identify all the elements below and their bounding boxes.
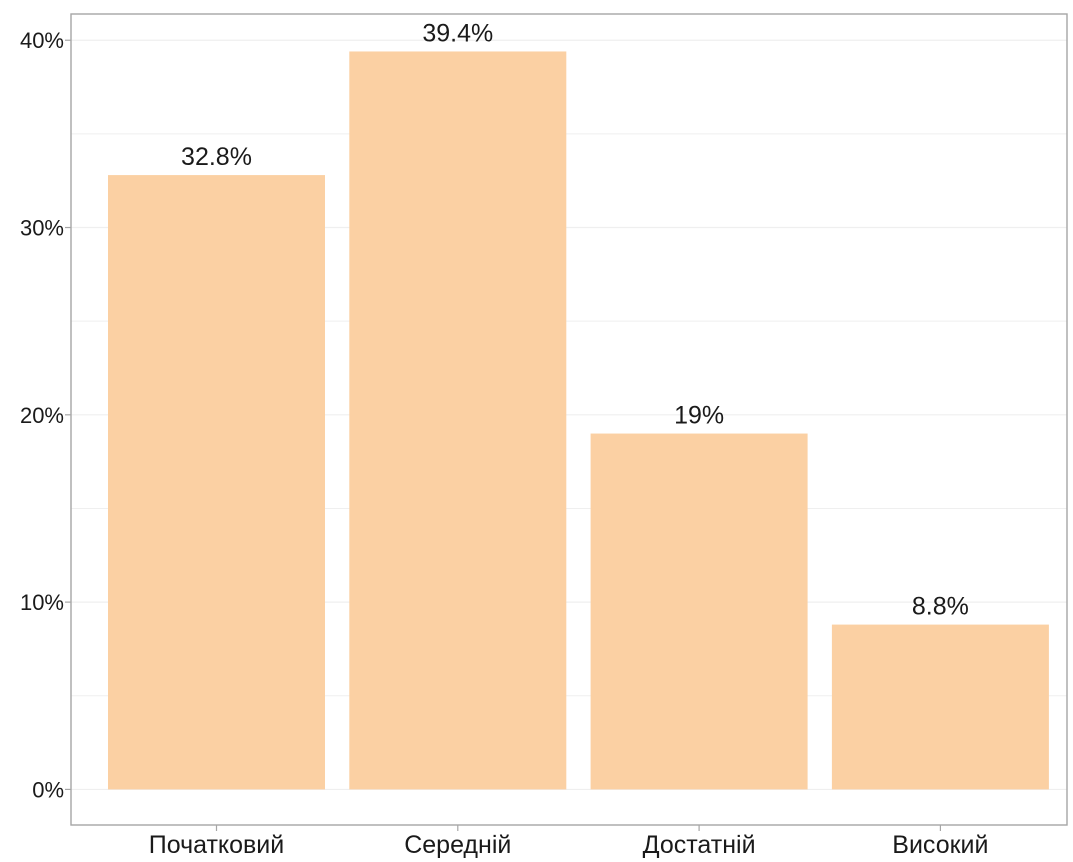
plot-frame [70,13,1068,826]
y-tick-label: 20% [20,403,64,428]
y-tick-label: 0% [32,777,64,802]
data-label: 32.8% [181,143,252,171]
x-axis: Початковий Середній Достатній Високий [149,825,989,859]
x-tick-label: Середній [404,831,511,859]
data-label: 19% [674,402,724,430]
y-tick-label: 10% [20,590,64,615]
x-tick-label: Достатній [643,831,756,859]
data-label: 8.8% [912,593,969,621]
data-labels: 32.8% 39.4% 19% 8.8% [181,19,969,620]
x-tick-label: Високий [892,831,988,859]
y-tick-label: 40% [20,28,64,53]
panel-border [70,13,1068,826]
y-axis: 0% 10% 20% 30% 40% [20,28,71,802]
bar [590,433,808,790]
bar [831,624,1049,790]
x-tick-label: Початковий [149,831,285,859]
bar [349,51,567,790]
y-tick-label: 30% [20,216,64,241]
bar [108,175,325,790]
bars [108,51,1049,790]
data-label: 39.4% [422,19,493,47]
